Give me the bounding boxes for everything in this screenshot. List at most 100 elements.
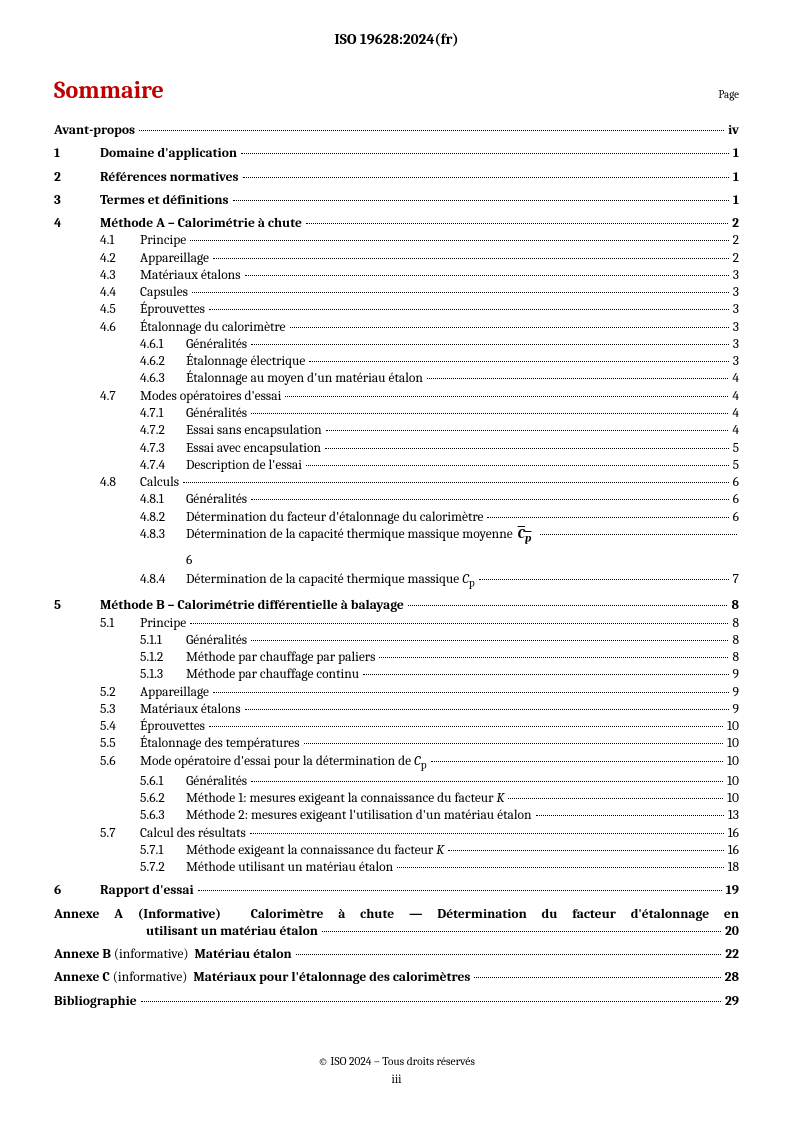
toc-page: 29 [723, 993, 739, 1010]
toc-leader [285, 396, 728, 397]
toc-title: Méthode 1: mesures exigeant la connaissa… [186, 790, 506, 807]
toc-title: Détermination du facteur d'étalonnage du… [186, 509, 485, 526]
toc-number: 5.6.1 [140, 773, 186, 790]
footer-page-number: iii [0, 1072, 793, 1086]
toc-page: 4 [730, 388, 739, 405]
toc-leader [304, 743, 724, 744]
toc-entry: 4.4Capsules3 [54, 284, 739, 301]
toc-entry: 4.7.4Description de l'essai5 [54, 457, 739, 474]
toc-leader [241, 153, 729, 154]
toc-number: 5.7.1 [140, 842, 186, 859]
toc-entry: 5.1.1Généralités8 [54, 632, 739, 649]
toc-entry: 4.6.2Étalonnage électrique3 [54, 353, 739, 370]
toc-leader [479, 579, 729, 580]
toc-title: Références normatives [100, 169, 241, 186]
page-label: Page [718, 88, 739, 101]
toc-leader [379, 657, 728, 658]
toc-number: 4.5 [100, 301, 140, 318]
toc-number: 5.3 [100, 701, 140, 718]
toc-leader [508, 798, 723, 799]
toc-page: 3 [731, 353, 739, 370]
toc-title: Appareillage [140, 684, 211, 701]
toc-page: 22 [723, 946, 739, 963]
toc-leader [251, 499, 729, 500]
toc-entry: 4Méthode A – Calorimétrie à chute2 [54, 215, 739, 232]
toc-title: Méthode 2: mesures exigeant l'utilisatio… [186, 807, 534, 824]
toc-page: 10 [725, 790, 739, 807]
toc-title: Modes opératoires d'essai [140, 388, 283, 405]
toc-number: 4.7.1 [140, 405, 186, 422]
toc-title: Méthode A – Calorimétrie à chute [100, 215, 304, 232]
toc-entry: 4.8.3Détermination de la capacité thermi… [54, 526, 739, 569]
toc-leader [408, 605, 728, 606]
toc-entry: 4.3Matériaux étalons3 [54, 267, 739, 284]
toc-page: 8 [729, 597, 739, 614]
toc-title: Généralités [186, 632, 249, 649]
toc-entry: Avant-proposiv [54, 122, 739, 139]
toc-leader [487, 517, 728, 518]
toc-title: Méthode par chauffage par paliers [186, 649, 377, 666]
toc-leader [306, 465, 729, 466]
toc-page: 1 [731, 169, 739, 186]
toc-number: 5 [54, 597, 100, 614]
toc-number: 5.5 [100, 735, 140, 752]
toc-number: 4.7 [100, 388, 140, 405]
doc-header: ISO 19628:2024(fr) [54, 30, 739, 48]
toc-entry: 6Rapport d'essai19 [54, 882, 739, 899]
toc-page: 4 [730, 370, 739, 387]
toc-number: 5.7 [100, 825, 140, 842]
toc-page: 4 [730, 405, 739, 422]
toc-page: 1 [731, 192, 739, 209]
toc-page: 10 [725, 753, 739, 770]
toc-number: 4.8.2 [140, 509, 186, 526]
toc-number: 4.8 [100, 474, 140, 491]
toc-entry: 5.7.1Méthode exigeant la connaissance du… [54, 842, 739, 859]
toc-title: Annexe C (informative) Matériaux pour l'… [54, 969, 472, 986]
toc-leader [306, 223, 728, 224]
toc-page: 3 [731, 336, 739, 353]
toc-entry: 5.6.1Généralités10 [54, 773, 739, 790]
toc-leader [251, 413, 728, 414]
sommaire-title: Sommaire [54, 76, 718, 104]
toc-leader [243, 177, 729, 178]
toc-number: 1 [54, 145, 100, 162]
toc-leader [296, 954, 722, 955]
toc-title-cont: utilisant un matériau étalon [146, 923, 320, 940]
toc-entry: 5Méthode B – Calorimétrie différentielle… [54, 597, 739, 614]
toc-title: Annexe A (Informative) Calorimètre à chu… [54, 906, 739, 923]
toc-page: 10 [725, 735, 739, 752]
toc-leader [322, 931, 721, 932]
toc-entry: 4.5Éprouvettes3 [54, 301, 739, 318]
toc-number: 4.7.2 [140, 422, 186, 439]
toc-entry: 5.6Mode opératoire d'essai pour la déter… [54, 753, 739, 773]
toc-leader [183, 482, 729, 483]
toc-title: Termes et définitions [100, 192, 231, 209]
toc-title: Éprouvettes [140, 718, 207, 735]
toc-page: 3 [731, 319, 739, 336]
toc-page: 2 [731, 250, 739, 267]
toc-leader [309, 361, 728, 362]
toc-number: 4.7.4 [140, 457, 186, 474]
toc-leader [190, 623, 728, 624]
toc-number: 4.4 [100, 284, 140, 301]
toc-leader [245, 709, 729, 710]
toc-leader [198, 890, 722, 891]
toc-number: 5.6.2 [140, 790, 186, 807]
toc-number: 4.3 [100, 267, 140, 284]
toc-entry: 5.5Étalonnage des températures10 [54, 735, 739, 752]
toc-leader [213, 258, 729, 259]
toc-entry: 5.6.2Méthode 1: mesures exigeant la conn… [54, 790, 739, 807]
toc-number: 4.6.2 [140, 353, 186, 370]
toc-number: 4.1 [100, 232, 140, 249]
toc-entry-annex: Annexe C (informative) Matériaux pour l'… [54, 969, 739, 986]
toc-leader [251, 344, 729, 345]
toc-leader [213, 692, 729, 693]
toc-number: 5.2 [100, 684, 140, 701]
toc-entry: 5.1Principe8 [54, 615, 739, 632]
page-footer: © ISO 2024 – Tous droits réservés iii [0, 1055, 793, 1086]
toc-page: 6 [186, 552, 739, 569]
toc-title: Domaine d'application [100, 145, 239, 162]
toc-title: Généralités [186, 773, 249, 790]
toc-title: Bibliographie [54, 993, 139, 1010]
toc-title: Capsules [140, 284, 190, 301]
